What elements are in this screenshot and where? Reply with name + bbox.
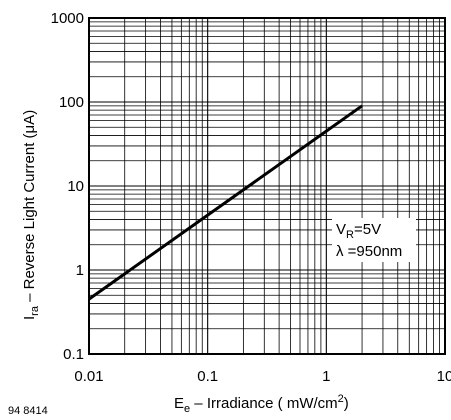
x-tick-label: 0.1: [197, 368, 218, 385]
y-axis-label: Ira – Reverse Light Current (μA): [21, 110, 41, 320]
grid: [88, 18, 445, 355]
x-tick-labels: 0.01 0.1 1 10: [74, 368, 451, 385]
y-tick-label: 10: [67, 178, 84, 195]
series-line-1: [88, 104, 363, 301]
y-tick-labels: 0.1 1 10 100 1000: [51, 10, 84, 363]
series-layer: [88, 104, 363, 301]
figure-id: 94 8414: [8, 405, 48, 417]
y-tick-label: 0.1: [63, 346, 84, 363]
x-tick-label: 0.01: [74, 368, 103, 385]
x-tick-label: 10: [437, 368, 451, 385]
y-tick-label: 1000: [51, 10, 84, 27]
x-axis-label: Ee – Irradiance ( mW/cm2): [174, 393, 349, 415]
y-tick-label: 100: [59, 94, 84, 111]
plot-frame: [88, 17, 446, 355]
annotation-background: [332, 218, 416, 262]
annotation-wavelength: λ =950nm: [336, 243, 402, 260]
annotation-vr: VR=5V: [336, 221, 381, 241]
y-tick-label: 1: [76, 262, 84, 279]
x-tick-label: 1: [322, 368, 330, 385]
